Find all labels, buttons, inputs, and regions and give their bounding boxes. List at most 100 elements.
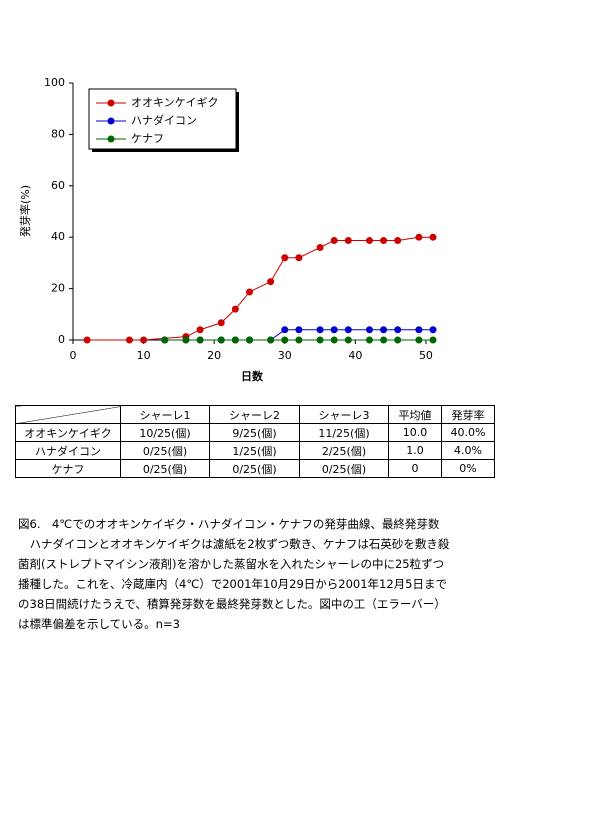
data-point (83, 336, 91, 344)
table-cell: 2/25(個) (299, 441, 389, 460)
table-cell: 0/25(個) (120, 441, 210, 460)
header-row: シャーレ1 シャーレ2 シャーレ3 平均値 発芽率 (15, 405, 495, 424)
data-point (140, 336, 148, 344)
table-cell: 0 (388, 459, 442, 478)
data-point (365, 237, 373, 245)
data-point (281, 326, 289, 334)
column-header: 発芽率 (441, 405, 495, 424)
data-point (316, 326, 324, 334)
data-point (295, 326, 303, 334)
column-header: シャーレ1 (120, 405, 210, 424)
y-axis-label: 発芽率(%) (18, 185, 32, 237)
x-tick-label: 10 (137, 349, 151, 362)
x-tick-label: 40 (348, 349, 362, 362)
table-cell: 10/25(個) (120, 423, 210, 442)
data-point (429, 233, 437, 241)
data-point (394, 326, 402, 334)
legend-label: オオキンケイギク (131, 96, 218, 109)
x-tick-label: 30 (278, 349, 292, 362)
data-point (182, 336, 190, 344)
data-point (267, 278, 275, 286)
data-point (380, 237, 388, 245)
data-point (295, 336, 303, 344)
table-cell: 10.0 (388, 423, 442, 442)
legend-label: ハナダイコン (131, 113, 197, 127)
column-header: シャーレ2 (209, 405, 300, 424)
table-cell: ケナフ (15, 459, 121, 478)
data-point (365, 326, 373, 334)
data-point (161, 336, 169, 344)
table-cell: オオキンケイギク (15, 423, 121, 442)
x-tick-label: 20 (207, 349, 221, 362)
data-point (344, 326, 352, 334)
data-point (344, 336, 352, 344)
y-tick-label: 40 (51, 230, 65, 243)
legend-marker (107, 135, 115, 143)
table-cell: 0% (441, 459, 495, 478)
x-tick-label: 50 (419, 349, 433, 362)
y-tick-label: 20 (51, 282, 65, 295)
corner-cell (15, 405, 121, 424)
data-point (330, 336, 338, 344)
data-point (196, 326, 204, 334)
data-point (125, 336, 133, 344)
data-point (316, 243, 324, 251)
table-cell: 4.0% (441, 441, 495, 460)
x-tick-label: 0 (70, 349, 77, 362)
data-point (344, 237, 352, 245)
data-point (217, 319, 225, 327)
data-point (267, 336, 275, 344)
data-point (415, 233, 423, 241)
legend-marker (107, 117, 115, 125)
data-point (281, 254, 289, 262)
data-point (330, 326, 338, 334)
table-cell: 1.0 (388, 441, 442, 460)
y-tick-label: 0 (58, 333, 65, 346)
y-tick-label: 80 (51, 127, 65, 140)
table-cell: 40.0% (441, 423, 495, 442)
chart: 日数 発芽率(%) 0 20 40 60 80 100 0 10 20 30 40 50 オオキンケイギ… (18, 76, 437, 383)
table-cell: 11/25(個) (299, 423, 389, 442)
data-point (429, 326, 437, 334)
data-point (380, 326, 388, 334)
column-header: 平均値 (388, 405, 442, 424)
data-point (330, 237, 338, 245)
caption-line: 菌剤(ストレプトマイシン液剤)を溶かした蒸留水を入れたシャーレの中に25粒ずつ (18, 557, 445, 571)
data-point (245, 288, 253, 296)
data-point (394, 237, 402, 245)
table-cell: 0/25(個) (209, 459, 300, 478)
table-row: オオキンケイギク 10/25(個) 9/25(個) 11/25(個) 10.0 40.0% (15, 423, 495, 442)
legend-marker (107, 99, 115, 107)
table: シャーレ1 シャーレ2 シャーレ3 平均値 発芽率 オオキンケイギク 10/25(個) 9/2… (15, 405, 495, 478)
data-point (245, 336, 253, 344)
caption-line: 播種した。これを、冷蔵庫内（4℃）で2001年10月29日から2001年12月5… (18, 577, 447, 591)
caption-line: は標準偏差を示している。n=3 (18, 617, 180, 631)
table-row: ハナダイコン 0/25(個) 1/25(個) 2/25(個) 1.0 4.0% (15, 441, 495, 460)
data-point (316, 336, 324, 344)
table-cell: 9/25(個) (209, 423, 300, 442)
data-point (365, 336, 373, 344)
table-cell: 0/25(個) (299, 459, 389, 478)
table-row: ケナフ 0/25(個) 0/25(個) 0/25(個) 0 0% (15, 459, 495, 478)
data-point (281, 336, 289, 344)
data-point (231, 305, 239, 313)
caption-line: の38日間続けたうえで、積算発芽数を最終発芽数とした。図中の工（エラーバー） (18, 597, 446, 611)
data-point (415, 326, 423, 334)
data-point (217, 336, 225, 344)
data-point (429, 336, 437, 344)
x-axis-label: 日数 (241, 369, 264, 383)
legend-label: ケナフ (131, 132, 164, 145)
data-point (380, 336, 388, 344)
caption: 図6. 4℃でのオオキンケイギク・ハナダイコン・ケナフの発芽曲線、最終発芽数 ハ… (18, 514, 449, 634)
data-point (196, 336, 204, 344)
data-point (415, 336, 423, 344)
series-line (87, 236, 433, 341)
y-tick-label: 100 (44, 76, 65, 89)
table-cell: ハナダイコン (15, 441, 121, 460)
caption-line: ハナダイコンとオオキンケイギクは濾紙を2枚ずつ敷き、ケナフは石英砂を敷き殺 (18, 537, 450, 551)
y-tick-label: 60 (51, 179, 65, 192)
table-cell: 1/25(個) (209, 441, 300, 460)
data-point (295, 254, 303, 262)
data-point (231, 336, 239, 344)
